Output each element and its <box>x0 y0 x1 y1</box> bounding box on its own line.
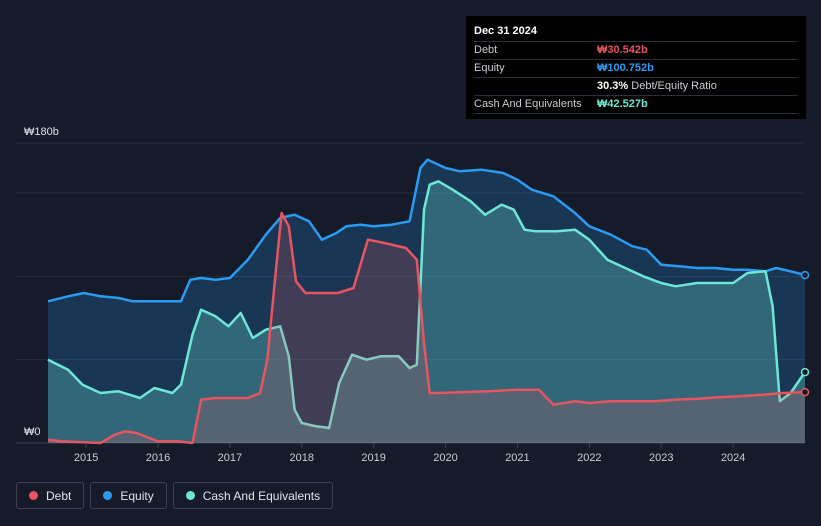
tooltip-row-ratio: 30.3% Debt/Equity Ratio <box>474 77 798 95</box>
x-tick-label-2022: 2022 <box>577 452 601 464</box>
tooltip-cash-value: ₩42.527b <box>597 98 648 110</box>
legend-item-cash[interactable]: Cash And Equivalents <box>172 482 334 509</box>
tooltip-date: Dec 31 2024 <box>474 25 537 37</box>
x-tick-label-2023: 2023 <box>649 452 673 464</box>
tooltip-panel: Dec 31 2024 Debt ₩30.542b Equity ₩100.75… <box>466 16 806 119</box>
end-markers <box>800 270 810 397</box>
line-equity <box>47 158 806 303</box>
chart-legend: Debt Equity Cash And Equivalents <box>16 482 334 509</box>
area-debt <box>48 213 805 443</box>
tooltip-debt-value: ₩30.542b <box>597 44 648 56</box>
tooltip-ratio-text: Debt/Equity Ratio <box>631 80 717 92</box>
end-marker-cash-and-equivalents <box>800 367 810 377</box>
tooltip-row-equity: Equity ₩100.752b <box>474 59 798 77</box>
legend-label-equity: Equity <box>120 488 154 503</box>
tooltip-ratio-label <box>474 78 597 95</box>
end-marker-equity <box>800 270 810 280</box>
tooltip-ratio-value: 30.3% <box>597 80 629 92</box>
x-tick-label-2018: 2018 <box>290 452 314 464</box>
area-cash-and-equivalents <box>48 181 805 444</box>
legend-item-debt[interactable]: Debt <box>16 482 85 509</box>
tooltip-row-cash: Cash And Equivalents ₩42.527b <box>474 95 798 114</box>
tooltip-cash-label: Cash And Equivalents <box>474 98 582 110</box>
x-tick-label-2020: 2020 <box>433 452 457 464</box>
legend-dot-equity <box>103 491 113 500</box>
axis-labels: ₩180b ₩0 2015 2016 2017 2018 2019 2020 2021 2022 2… <box>24 126 745 464</box>
tooltip-equity-label: Equity <box>474 62 505 74</box>
end-marker-debt <box>800 387 810 397</box>
legend-label-debt: Debt <box>46 488 72 503</box>
legend-dot-cash <box>185 491 195 500</box>
tooltip-equity-value: ₩100.752b <box>597 62 654 74</box>
line-cash-and-equivalents <box>47 180 807 430</box>
x-tick-label-2016: 2016 <box>146 452 170 464</box>
legend-item-equity[interactable]: Equity <box>90 482 167 509</box>
legend-dot-debt <box>29 491 38 500</box>
area-equity <box>48 159 805 443</box>
x-tick-label-2017: 2017 <box>218 452 242 464</box>
legend-label-cash: Cash And Equivalents <box>202 488 321 503</box>
grid-lines <box>16 142 805 444</box>
x-tick-label-2019: 2019 <box>361 452 385 464</box>
x-tick-label-2015: 2015 <box>74 452 98 464</box>
tooltip-row-debt: Debt ₩30.542b <box>474 41 798 59</box>
y-tick-label-0: ₩0 <box>24 426 41 438</box>
series-areas <box>47 158 807 445</box>
x-tick-label-2024: 2024 <box>721 452 745 464</box>
line-debt <box>47 211 806 445</box>
y-tick-label-180: ₩180b <box>24 126 59 138</box>
tooltip-debt-label: Debt <box>474 44 498 56</box>
x-tick-label-2021: 2021 <box>505 452 529 464</box>
